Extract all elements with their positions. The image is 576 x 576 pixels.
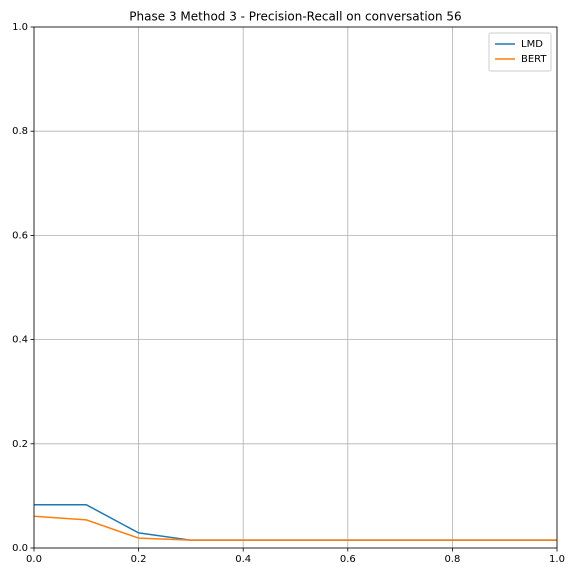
y-tick-label: 1.0 (12, 22, 28, 33)
legend-label: BERT (521, 54, 547, 65)
legend-box (488, 32, 552, 72)
x-tick-label: 0.4 (235, 554, 251, 565)
x-tick-label: 0.8 (444, 554, 460, 565)
x-tick-label: 0.0 (26, 554, 42, 565)
legend-label: LMD (521, 39, 543, 50)
y-tick-label: 0.2 (12, 439, 28, 450)
plot-frame (33, 26, 558, 549)
y-tick-label: 0.4 (12, 335, 28, 346)
y-tick-label: 0.0 (12, 543, 28, 554)
chart-title: Phase 3 Method 3 - Precision-Recall on c… (129, 10, 461, 24)
y-tick-label: 0.8 (12, 126, 28, 137)
y-tick-label: 0.6 (12, 230, 28, 241)
line-series (33, 515, 557, 541)
x-tick-label: 1.0 (549, 554, 565, 565)
x-tick-label: 0.2 (131, 554, 147, 565)
x-tick-label: 0.6 (340, 554, 356, 565)
